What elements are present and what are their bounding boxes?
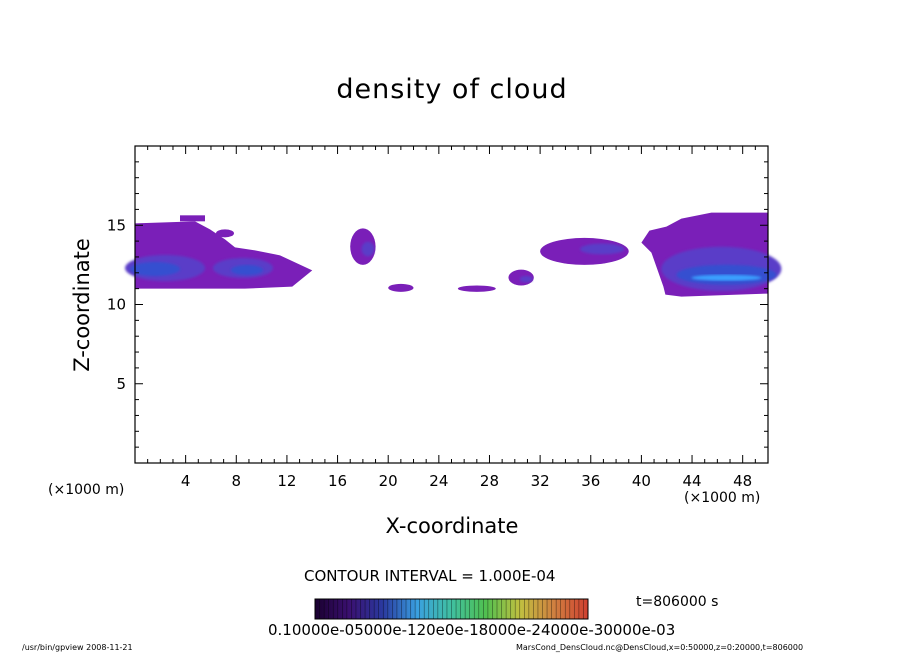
x-tick-label: 36: [581, 472, 600, 490]
y-tick-label: 15: [107, 216, 126, 234]
cloud-shape: [388, 283, 414, 292]
chart-title: density of cloud: [336, 74, 568, 105]
cloud-region-patch-27: [457, 285, 496, 292]
contour-interval-label: CONTOUR INTERVAL = 1.000E-04: [304, 567, 556, 585]
footer-program: /usr/bin/gpview 2008-11-21: [22, 643, 133, 652]
cloud-core: [130, 262, 180, 277]
cloud-region-patch-21: [388, 283, 414, 292]
footer-source: MarsCond_DensCloud.nc@DensCloud,x=0:5000…: [516, 643, 804, 652]
colorbar-tick-labels: 0.10000e-05000e-120e0e-18000e-24000e-300…: [268, 621, 676, 639]
cloud-region-patch-30: [508, 269, 534, 286]
x-unit-label-right: (×1000 m): [684, 490, 761, 506]
x-tick-label: 4: [181, 472, 191, 490]
x-tick-label: 44: [682, 472, 701, 490]
x-unit-label-left: (×1000 m): [48, 482, 125, 498]
cloud-core: [231, 265, 263, 276]
x-tick-label: 8: [232, 472, 242, 490]
cloud-region-patch-18: [350, 228, 376, 265]
cloud-shape: [457, 285, 496, 292]
cloud-fragment: [180, 215, 205, 222]
cloud-peak: [691, 274, 762, 281]
cloud-region-east-cloud: [641, 212, 782, 297]
plot-frame: [134, 145, 769, 464]
cloud-region-west-cloud: [125, 215, 313, 289]
cloud-core: [361, 241, 375, 257]
y-tick-label: 10: [107, 296, 126, 314]
y-axis-ticks: 5 10 15: [107, 161, 768, 448]
cloud-region-patch-35: [540, 237, 629, 265]
time-label: t=806000 s: [636, 594, 719, 610]
x-tick-label: 40: [632, 472, 651, 490]
x-axis-ticks: 4 8 12 16 20 24 28 32 36 40 44 48: [147, 146, 756, 490]
cloud-core: [519, 275, 533, 283]
y-axis-label: Z-coordinate: [70, 238, 94, 372]
x-tick-label: 16: [328, 472, 347, 490]
x-tick-label: 20: [379, 472, 398, 490]
y-tick-label: 5: [116, 375, 126, 393]
x-tick-label: 24: [429, 472, 448, 490]
x-tick-label: 12: [277, 472, 296, 490]
cloud-fragment: [216, 229, 234, 238]
x-tick-label: 32: [531, 472, 550, 490]
colorbar: [314, 598, 589, 620]
cloud-density-field: [125, 212, 782, 297]
x-axis-label: X-coordinate: [385, 514, 519, 538]
x-tick-label: 28: [480, 472, 499, 490]
cloud-core: [579, 243, 625, 255]
x-tick-label: 48: [733, 472, 752, 490]
